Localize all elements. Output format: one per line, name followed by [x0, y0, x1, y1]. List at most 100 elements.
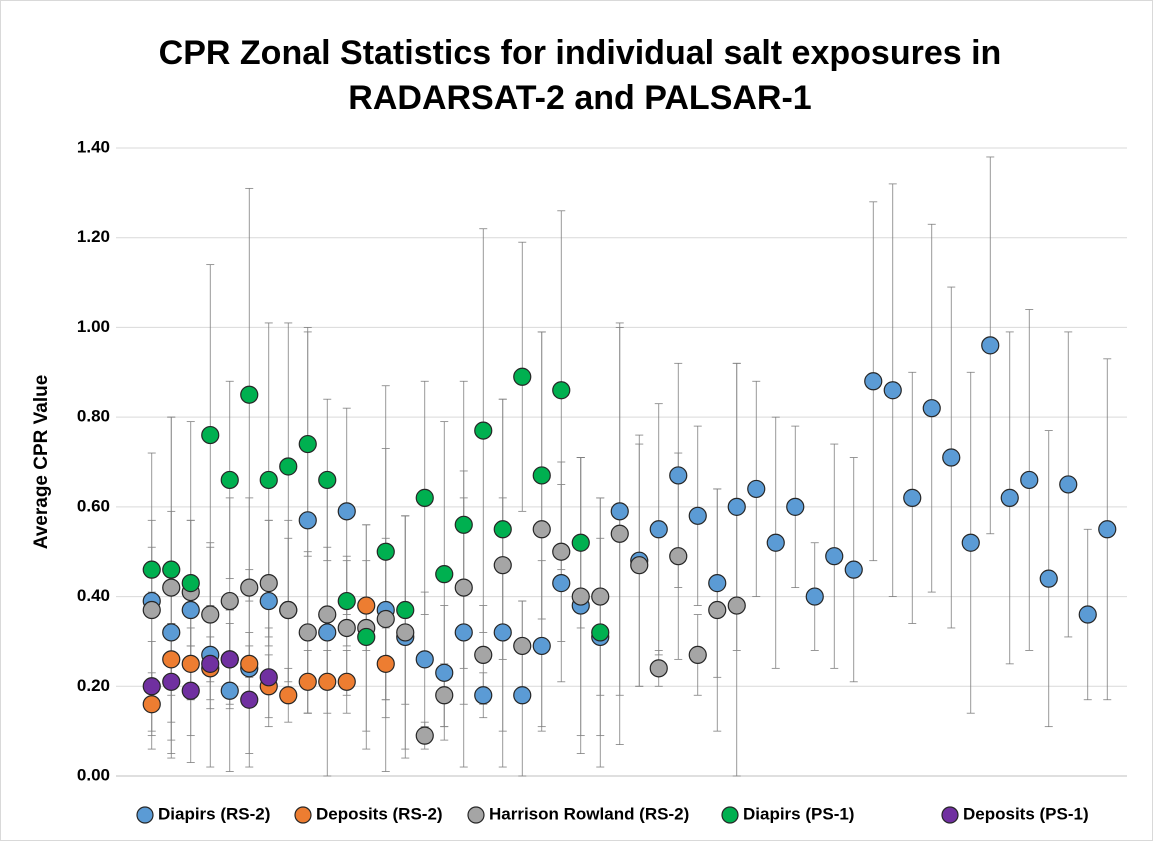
y-tick-label: 0.20 — [77, 676, 110, 695]
point — [298, 511, 317, 530]
point — [532, 520, 551, 539]
point — [649, 520, 668, 539]
point — [571, 587, 590, 606]
point — [415, 488, 434, 507]
point — [142, 695, 161, 714]
point — [201, 605, 220, 624]
point — [474, 686, 493, 705]
y-tick-label: 1.40 — [77, 137, 110, 156]
point — [357, 627, 376, 647]
point — [220, 591, 239, 611]
point — [513, 636, 532, 656]
point — [376, 542, 395, 561]
point — [415, 726, 434, 745]
point — [1039, 569, 1058, 588]
point — [961, 533, 980, 552]
point — [454, 578, 473, 597]
point — [454, 515, 473, 534]
point — [552, 381, 571, 400]
point — [318, 623, 337, 642]
point — [552, 542, 571, 561]
point — [142, 677, 161, 696]
point — [493, 556, 512, 575]
point — [318, 672, 337, 691]
point — [259, 591, 278, 611]
point — [708, 574, 727, 593]
point — [181, 600, 200, 620]
y-tick-label: 0.60 — [77, 496, 110, 515]
point — [162, 672, 181, 691]
point — [376, 609, 395, 629]
point — [181, 574, 200, 593]
point — [552, 574, 571, 593]
point — [610, 524, 629, 543]
point — [688, 506, 707, 525]
y-tick-label: 1.20 — [77, 227, 110, 246]
point — [532, 636, 551, 656]
point — [376, 654, 395, 673]
point — [474, 421, 493, 440]
legend-label: Deposits (PS-1) — [963, 804, 1089, 823]
legend-marker — [294, 806, 312, 824]
point — [181, 681, 200, 700]
legend-marker — [721, 806, 739, 824]
point — [279, 600, 298, 620]
point — [435, 663, 454, 682]
point — [298, 434, 317, 454]
point — [1098, 520, 1117, 539]
point — [747, 479, 766, 499]
point — [240, 385, 259, 404]
y-tick-label: 0.00 — [77, 765, 110, 784]
point — [669, 547, 688, 566]
point — [571, 533, 590, 552]
point — [532, 466, 551, 485]
legend-marker — [941, 806, 959, 824]
point — [942, 448, 961, 467]
point — [513, 367, 532, 386]
point — [396, 623, 415, 642]
point — [805, 587, 824, 606]
y-tick-label: 0.40 — [77, 586, 110, 605]
legend-label: Harrison Rowland (RS-2) — [489, 804, 689, 823]
point — [727, 497, 746, 516]
point — [201, 654, 220, 673]
point — [201, 425, 220, 445]
point — [318, 605, 337, 624]
point — [435, 565, 454, 584]
point — [630, 556, 649, 575]
point — [220, 470, 239, 490]
point — [454, 623, 473, 642]
point — [922, 399, 941, 418]
point — [825, 547, 844, 566]
point — [240, 578, 259, 597]
point — [493, 623, 512, 642]
point — [766, 533, 785, 552]
point — [669, 466, 688, 485]
point — [279, 686, 298, 705]
point — [981, 336, 1000, 355]
legend-marker — [467, 806, 485, 824]
point — [591, 623, 610, 642]
legend-marker — [136, 806, 154, 824]
point — [259, 470, 278, 490]
point — [864, 372, 883, 391]
point — [318, 470, 337, 490]
point — [786, 497, 805, 516]
point — [279, 457, 298, 476]
point — [708, 600, 727, 620]
point — [220, 681, 239, 700]
point — [1000, 488, 1019, 507]
point — [142, 600, 161, 620]
point — [240, 690, 259, 709]
point — [142, 560, 161, 579]
point — [591, 587, 610, 606]
y-tick-label: 1.00 — [77, 317, 110, 336]
point — [513, 686, 532, 705]
point — [1078, 605, 1097, 624]
point — [259, 668, 278, 687]
chart-title: RADARSAT-2 and PALSAR-1 — [348, 79, 811, 117]
point — [162, 623, 181, 642]
y-axis-label: Average CPR Value — [31, 375, 52, 550]
